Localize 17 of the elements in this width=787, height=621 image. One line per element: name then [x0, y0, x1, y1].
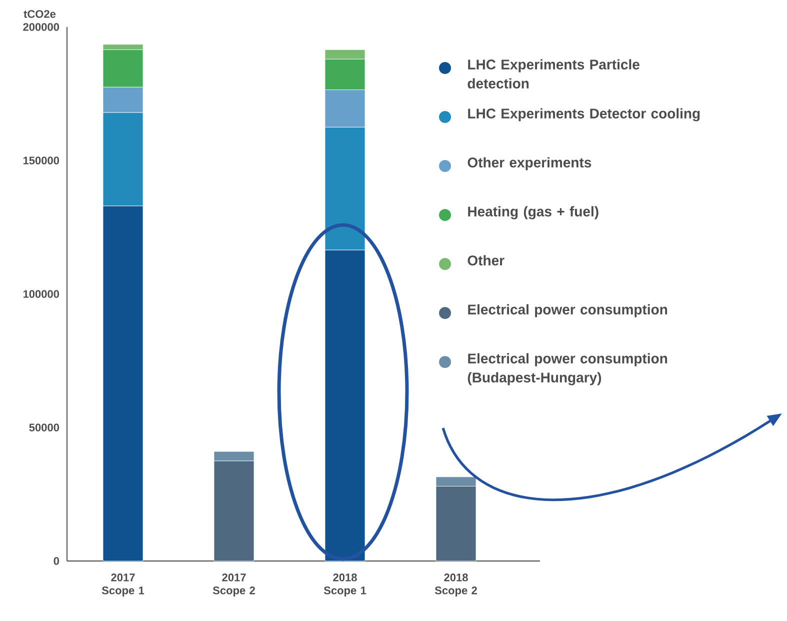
x-tick-label: 2017 Scope 2 [212, 574, 255, 596]
x-tick-label: 2018 Scope 2 [434, 574, 477, 596]
legend-label: Other [468, 255, 504, 266]
legend-label: Other experiments [468, 157, 592, 170]
legend-label: Electrical power consumption (Budapest-Hungary) [468, 353, 668, 386]
y-tick-label: 100000 [23, 290, 60, 298]
legend-label: LHC Experiments Particle detection [468, 59, 640, 88]
y-axis-title: tCO2e [24, 10, 56, 18]
y-tick-label: 200000 [23, 23, 60, 31]
legend-label: Electrical power consumption [468, 304, 668, 318]
x-tick-label: 2017 Scope 1 [102, 574, 144, 596]
x-tick-label: 2018 Scope 1 [324, 574, 366, 596]
y-tick-label: 50000 [29, 424, 60, 432]
legend-label: LHC Experiments Detector cooling [468, 108, 700, 122]
legend-label: Heating (gas + fuel) [468, 206, 598, 220]
y-tick-label: 150000 [23, 156, 60, 164]
y-tick-label: 0 [54, 557, 60, 565]
